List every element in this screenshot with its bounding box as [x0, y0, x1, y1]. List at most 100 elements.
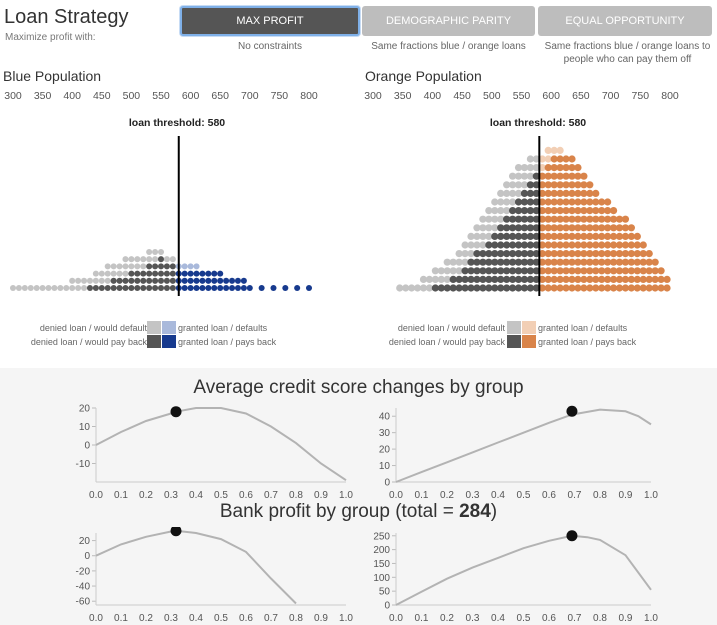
score-dot	[21, 284, 28, 292]
score-dot	[568, 181, 576, 189]
selected-point[interactable]	[170, 406, 182, 418]
score-dot	[497, 198, 505, 206]
x-tick-label: 0.4	[189, 490, 203, 501]
x-tick-label: 0.4	[491, 613, 505, 624]
score-dot	[532, 215, 540, 223]
tab-demographic-parity[interactable]: DEMOGRAPHIC PARITY	[362, 6, 535, 36]
score-dot	[473, 284, 481, 292]
score-dot	[657, 284, 665, 292]
score-dot	[574, 284, 582, 292]
tab-max-profit-description: No constraints	[238, 41, 302, 52]
tab-max-profit[interactable]: MAX PROFIT	[180, 6, 360, 36]
score-dot	[532, 181, 540, 189]
score-tick-label: 500	[122, 90, 141, 102]
score-dot	[110, 263, 117, 270]
selected-point[interactable]	[170, 527, 182, 537]
score-dot	[217, 284, 224, 292]
score-dot	[615, 249, 624, 258]
score-dot	[639, 267, 647, 275]
score-dot	[443, 267, 451, 275]
score-dot	[574, 249, 582, 258]
score-dot	[621, 249, 630, 258]
selected-point[interactable]	[566, 405, 578, 417]
score-dot	[538, 215, 546, 223]
score-dot	[544, 172, 552, 180]
score-dot	[574, 163, 582, 172]
score-dot	[81, 284, 88, 292]
score-dot	[485, 267, 493, 275]
x-tick-label: 0.7	[264, 613, 278, 624]
score-dot	[503, 258, 511, 266]
tab-equal-opportunity[interactable]: EQUAL OPPORTUNITY	[538, 6, 712, 36]
score-dot	[592, 224, 600, 232]
score-dot	[615, 224, 624, 232]
score-dot	[461, 284, 469, 292]
score-dot	[574, 275, 582, 284]
selected-point[interactable]	[566, 530, 578, 542]
score-dot	[556, 181, 564, 189]
score-dot	[568, 163, 576, 172]
score-dot	[562, 198, 570, 206]
score-dot	[532, 275, 540, 284]
score-dot	[181, 284, 188, 292]
score-dot	[574, 215, 582, 223]
score-dot	[562, 189, 570, 198]
score-dot	[425, 275, 434, 284]
score-dot	[532, 224, 540, 232]
score-tick-label: 400	[63, 90, 81, 102]
score-dot	[586, 198, 594, 206]
score-dot	[152, 256, 159, 263]
score-dot	[621, 284, 630, 292]
score-dot	[574, 206, 582, 215]
score-dot	[431, 267, 439, 275]
score-dot	[455, 258, 463, 266]
score-dot	[514, 267, 523, 275]
score-dot	[544, 206, 552, 215]
score-dot	[217, 270, 224, 277]
score-dot	[639, 284, 647, 292]
score-dot	[467, 275, 475, 284]
score-dot	[538, 163, 546, 172]
score-dot	[604, 267, 612, 275]
x-tick-label: 0.0	[389, 490, 403, 501]
y-tick-label: 150	[373, 559, 390, 570]
score-dot	[234, 277, 241, 284]
score-dot	[199, 284, 206, 292]
score-dot	[508, 189, 517, 198]
score-dot	[520, 198, 529, 206]
score-dot	[152, 277, 159, 284]
score-dot	[508, 258, 517, 266]
score-dot	[134, 263, 141, 270]
score-dot	[651, 267, 659, 275]
score-dot	[550, 172, 558, 180]
score-dot	[544, 275, 552, 284]
x-tick-label: 0.3	[466, 613, 480, 624]
x-tick-label: 0.0	[89, 613, 103, 624]
score-dot	[615, 267, 624, 275]
x-tick-label: 0.1	[415, 613, 429, 624]
score-dot	[574, 258, 582, 266]
y-tick-label: 30	[379, 428, 391, 439]
score-dot	[538, 232, 546, 241]
score-tick-label: 550	[512, 90, 531, 102]
score-dot	[568, 267, 576, 275]
y-tick-label: 100	[373, 573, 390, 584]
score-dot	[157, 256, 165, 263]
score-dot	[491, 224, 499, 232]
orange-population-title: Orange Population	[365, 68, 482, 84]
score-dot	[187, 277, 194, 284]
score-dot	[574, 198, 582, 206]
score-dot	[568, 189, 576, 198]
score-dot	[580, 258, 588, 266]
score-dot	[449, 267, 457, 275]
score-dot	[544, 249, 552, 258]
score-dot	[514, 241, 523, 249]
score-dot	[538, 189, 546, 198]
score-dot	[604, 215, 612, 223]
score-dot	[586, 215, 594, 223]
blue-threshold-label: loan threshold: 580	[128, 117, 226, 129]
score-dot	[140, 263, 147, 270]
score-dot	[556, 146, 564, 155]
score-dot	[627, 224, 636, 232]
score-dot	[574, 172, 582, 180]
